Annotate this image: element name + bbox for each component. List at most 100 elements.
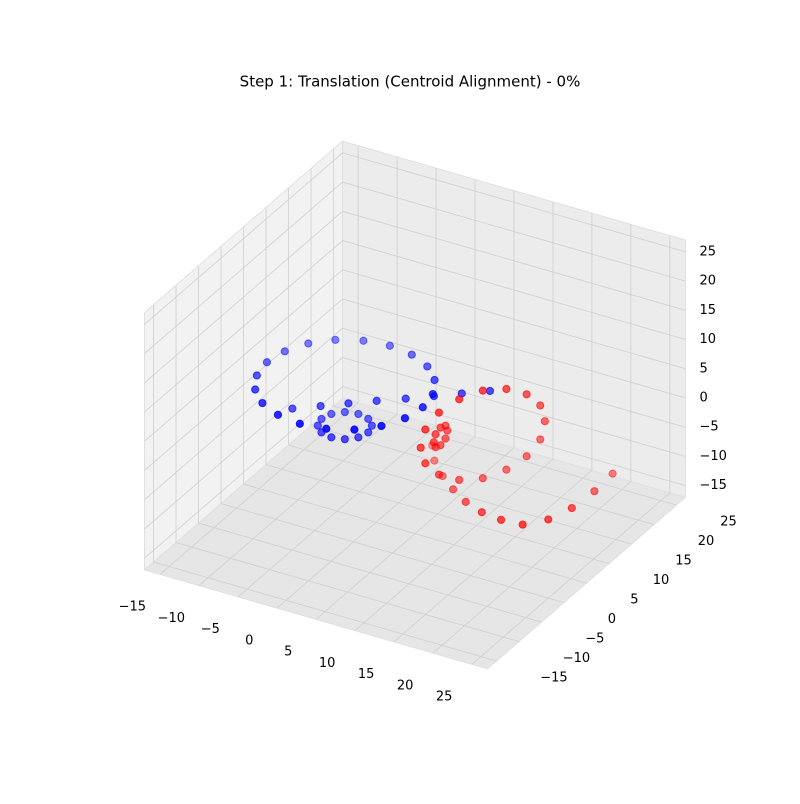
z-tick-label: 25 (699, 244, 716, 259)
grid-line (342, 152, 686, 253)
point (461, 497, 470, 506)
point (273, 410, 283, 419)
point (327, 433, 336, 442)
point (436, 423, 445, 432)
point (441, 434, 450, 443)
point (344, 399, 353, 408)
point (430, 375, 439, 385)
point (295, 419, 304, 428)
y-tick-label: 20 (698, 534, 715, 549)
grid-line (144, 298, 343, 471)
grid-line (342, 181, 686, 282)
point (313, 421, 322, 430)
point (400, 414, 410, 423)
grid-line (144, 357, 343, 530)
point (416, 443, 425, 452)
x-tick-label: −5 (201, 622, 220, 637)
y-tick-label: 0 (608, 612, 616, 627)
grid-line (198, 522, 542, 623)
point (502, 384, 511, 394)
x-tick-label: 5 (284, 645, 292, 660)
y-tick-label: −10 (563, 651, 590, 666)
point (430, 456, 439, 465)
point (304, 339, 313, 348)
point (502, 465, 511, 474)
x-tick-label: 25 (436, 690, 453, 705)
point (485, 386, 495, 396)
grid-line (342, 386, 686, 487)
point (316, 401, 325, 411)
grid-line (144, 181, 343, 354)
x-tick-label: −15 (119, 600, 146, 615)
point (401, 394, 410, 403)
point (438, 471, 447, 481)
z-tick-label: −5 (699, 420, 718, 435)
point (496, 515, 506, 524)
tick-labels: −15−10−50510152025−15−10−50510152025−15−… (119, 244, 737, 704)
point (421, 425, 430, 434)
point (364, 428, 373, 437)
point (372, 396, 381, 405)
grid-line (144, 327, 343, 500)
y-tick-label: 5 (630, 592, 638, 607)
grid-line (144, 152, 343, 325)
panes (143, 140, 687, 670)
point (340, 435, 349, 444)
point (431, 430, 440, 439)
point (385, 341, 394, 350)
x-tick-label: −10 (158, 611, 185, 626)
x-tick-label: 0 (245, 633, 253, 648)
grid-line (144, 386, 343, 559)
point (590, 487, 599, 496)
point (354, 409, 363, 419)
point (522, 390, 531, 399)
grid-line (342, 357, 686, 457)
grid-line (175, 542, 520, 642)
point (434, 470, 444, 479)
point (407, 350, 416, 359)
point (608, 469, 617, 478)
z-tick-label: 10 (699, 332, 716, 347)
point (455, 395, 464, 404)
point (359, 336, 368, 345)
grid-line (333, 405, 677, 506)
point (429, 392, 439, 401)
grid-line (342, 269, 686, 370)
grid-line (342, 327, 686, 428)
point (331, 335, 340, 345)
point (540, 417, 549, 426)
point (317, 414, 326, 424)
point (258, 398, 267, 408)
z-tick-label: −10 (699, 449, 726, 464)
point (280, 347, 289, 356)
point (544, 515, 553, 524)
grid-line (342, 240, 686, 340)
x-tick-label: 15 (358, 667, 375, 682)
y-tick-label: −15 (540, 670, 567, 685)
point (455, 475, 464, 485)
point (377, 421, 386, 431)
point (428, 441, 437, 450)
point (423, 362, 432, 371)
grid-line (144, 211, 343, 384)
point (262, 358, 272, 367)
point (418, 403, 427, 412)
point (340, 408, 349, 417)
point (448, 485, 458, 494)
grid-line (342, 298, 686, 399)
x-tick-label: 10 (319, 656, 336, 671)
y-tick-label: −5 (585, 631, 604, 646)
point (478, 474, 487, 483)
point (421, 459, 430, 468)
point (536, 401, 545, 410)
point (354, 433, 363, 442)
point (364, 414, 373, 424)
point (567, 503, 576, 513)
point (522, 452, 531, 461)
point (367, 421, 376, 430)
point (436, 441, 445, 450)
grid-line (243, 483, 587, 584)
grid-line (265, 464, 610, 565)
point (317, 428, 326, 437)
